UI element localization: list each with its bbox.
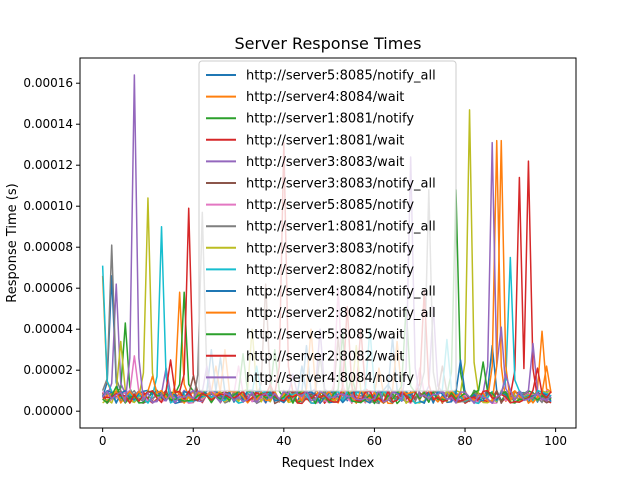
y-tick-label: 0.00000 [23, 404, 73, 418]
x-tick-label: 0 [99, 434, 107, 448]
legend-label: http://server2:8082/wait [246, 349, 404, 364]
y-tick-label: 0.00004 [23, 322, 73, 336]
y-tick-label: 0.00006 [23, 281, 73, 295]
legend-box [198, 60, 457, 392]
legend-label: http://server4:8084/notify [246, 371, 414, 386]
x-tick-label: 80 [457, 434, 472, 448]
chart-title: Server Response Times [235, 34, 422, 53]
series-line [102, 74, 552, 405]
legend-label: http://server4:8084/wait [246, 90, 404, 105]
legend-label: http://server2:8082/notify [246, 263, 414, 278]
y-axis: 0.00000 0.00002 0.00004 0.00006 0.00008 0.000… [23, 76, 80, 418]
y-tick-label: 0.00016 [23, 76, 73, 90]
y-tick-label: 0.00002 [23, 363, 73, 377]
x-tick-label: 100 [544, 434, 567, 448]
y-tick-label: 0.00012 [23, 158, 73, 172]
y-tick-label: 0.00008 [23, 240, 73, 254]
legend-label: http://server5:8085/notify_all [246, 69, 436, 84]
legend-label: http://server5:8085/notify [246, 198, 414, 213]
legend-label: http://server1:8081/notify [246, 112, 414, 127]
legend-label: http://server2:8082/notify_all [246, 306, 436, 321]
legend-label: http://server1:8081/wait [246, 133, 404, 148]
x-tick-label: 20 [186, 434, 201, 448]
x-tick-label: 60 [367, 434, 382, 448]
legend-label: http://server5:8085/wait [246, 328, 404, 343]
legend-label: http://server3:8083/notify_all [246, 177, 436, 192]
legend-label: http://server4:8084/notify_all [246, 285, 436, 300]
legend-label: http://server3:8083/notify [246, 241, 414, 256]
y-tick-label: 0.00014 [23, 117, 73, 131]
plot-frame [79, 57, 577, 429]
legend-label: http://server1:8081/notify_all [246, 220, 436, 235]
legend: http://server5:8085/notify_all http://ser… [198, 60, 457, 392]
x-axis: 0 20 40 60 80 100 [99, 428, 567, 448]
y-tick-label: 0.00010 [23, 199, 73, 213]
y-axis-label: Response Time (s) [5, 183, 20, 302]
series-layer [101, 74, 552, 405]
x-axis-label: Request Index [282, 456, 375, 471]
x-tick-label: 40 [276, 434, 291, 448]
legend-label: http://server3:8083/wait [246, 155, 404, 170]
